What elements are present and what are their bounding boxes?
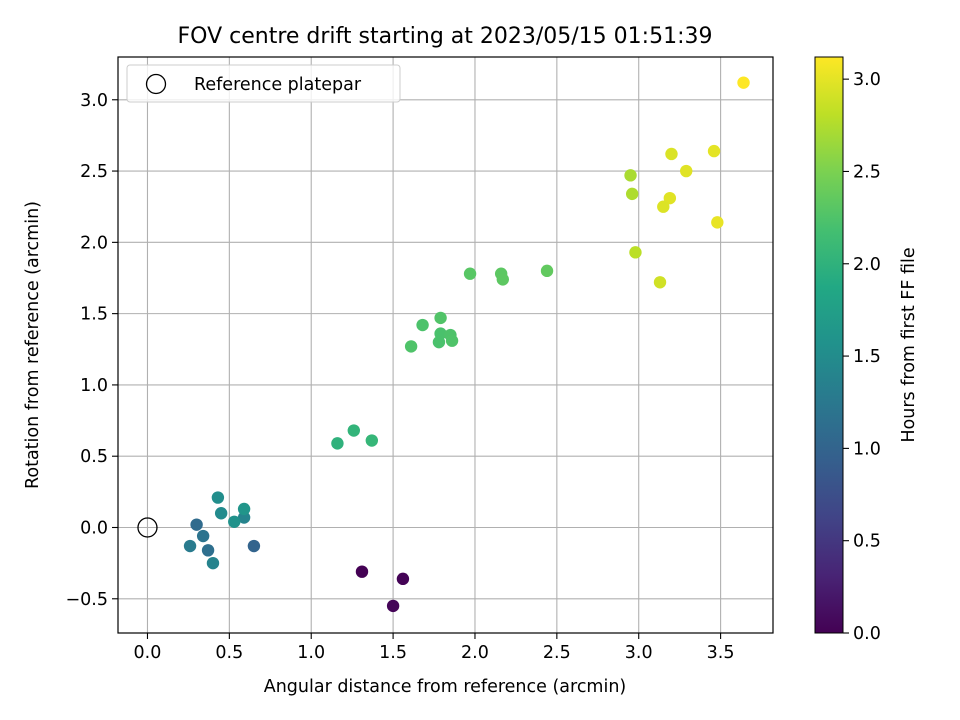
data-point: [228, 515, 241, 528]
x-axis-label: Angular distance from reference (arcmin): [264, 677, 627, 697]
chart-title: FOV centre drift starting at 2023/05/15 …: [178, 24, 713, 49]
colorbar-tick-label: 1.0: [853, 439, 881, 459]
data-point: [416, 318, 429, 332]
data-point: [404, 340, 418, 353]
data-point: [201, 544, 215, 557]
data-point: [331, 437, 344, 450]
y-tick-label: 2.0: [80, 233, 108, 253]
x-tick-label: 0.5: [215, 643, 243, 663]
data-point: [707, 144, 721, 158]
data-point: [665, 147, 678, 161]
colorbar-tick-label: 2.5: [853, 162, 881, 182]
x-axis-ticks: 0.0 0.5 1.0 1.5 2.0 2.5 3.0 3.5: [134, 633, 735, 663]
legend-box: [126, 64, 401, 103]
y-tick-label: 0.0: [80, 518, 108, 538]
data-point: [680, 164, 693, 178]
data-point: [365, 434, 379, 447]
data-point: [463, 267, 477, 280]
colorbar-tick-label: 0.5: [853, 532, 881, 552]
legend-reference-marker: [145, 73, 167, 95]
colorbar-tick-label: 2.0: [853, 255, 881, 275]
x-tick-label: 2.5: [543, 643, 571, 663]
data-point: [190, 518, 203, 531]
data-point: [183, 539, 197, 553]
data-point: [624, 169, 637, 182]
x-tick-label: 3.5: [707, 643, 735, 663]
x-tick-label: 1.0: [297, 643, 325, 663]
x-tick-label: 2.0: [461, 643, 489, 663]
reference-platepar-marker: [137, 517, 158, 538]
y-axis-label: Rotation from reference (arcmin): [23, 201, 43, 489]
colorbar-tick-label: 1.5: [853, 347, 881, 367]
data-point: [237, 511, 251, 524]
data-point: [496, 273, 510, 286]
colorbar: [814, 56, 844, 634]
data-point: [657, 200, 670, 213]
y-tick-label: 2.5: [80, 162, 108, 182]
colorbar-ticks: 0.0 0.5 1.0 1.5 2.0 2.5 3.0: [843, 70, 881, 644]
y-tick-label: 0.5: [80, 447, 108, 467]
x-tick-label: 0.0: [134, 643, 162, 663]
data-point: [653, 276, 667, 289]
data-point: [445, 334, 459, 347]
data-point: [211, 491, 225, 504]
data-point: [396, 572, 410, 586]
data-point: [629, 246, 642, 259]
data-point: [663, 191, 677, 205]
data-point: [434, 311, 447, 325]
data-points: [137, 76, 750, 613]
data-point: [711, 216, 724, 229]
legend-entry-reference: Reference platepar: [194, 75, 362, 95]
data-point: [355, 565, 369, 578]
data-point: [214, 507, 228, 520]
data-point: [625, 187, 639, 201]
data-point: [206, 556, 220, 570]
y-tick-label: −0.5: [66, 590, 109, 610]
data-point: [247, 539, 261, 553]
grid-lines: [118, 57, 773, 633]
y-tick-label: 1.0: [80, 376, 108, 396]
plot-frame: [117, 56, 774, 634]
data-point: [737, 76, 750, 89]
data-point: [196, 529, 210, 543]
y-axis-ticks: −0.5 0.0 0.5 1.0 1.5 2.0 2.5 3.0: [66, 91, 118, 610]
data-point: [347, 424, 360, 437]
x-tick-label: 1.5: [379, 643, 407, 663]
colorbar-label: Hours from first FF file: [899, 247, 919, 442]
data-point: [432, 335, 446, 349]
data-point: [540, 264, 554, 278]
data-point: [237, 502, 251, 516]
y-tick-label: 1.5: [80, 305, 108, 325]
colorbar-tick-label: 0.0: [853, 624, 881, 644]
x-tick-label: 3.0: [625, 643, 653, 663]
legend: Reference platepar: [126, 64, 401, 103]
data-point: [386, 599, 400, 613]
colorbar-tick-label: 3.0: [853, 70, 881, 90]
y-tick-label: 3.0: [80, 91, 108, 111]
